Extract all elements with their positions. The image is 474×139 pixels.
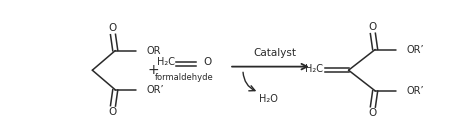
- Text: O: O: [203, 57, 211, 67]
- Text: H₂C: H₂C: [305, 64, 323, 75]
- Text: O: O: [369, 22, 377, 32]
- Text: OR’: OR’: [407, 86, 425, 96]
- Text: O: O: [109, 23, 117, 33]
- Text: H₂C: H₂C: [157, 57, 175, 67]
- Text: Catalyst: Catalyst: [254, 48, 297, 58]
- Text: OR’: OR’: [407, 44, 425, 54]
- Text: H₂O: H₂O: [259, 94, 278, 104]
- Text: O: O: [109, 107, 117, 117]
- Text: OR’: OR’: [147, 85, 164, 95]
- Text: O: O: [369, 108, 377, 118]
- Text: +: +: [147, 63, 159, 77]
- Text: formaldehyde: formaldehyde: [155, 73, 214, 82]
- Text: OR: OR: [146, 46, 161, 56]
